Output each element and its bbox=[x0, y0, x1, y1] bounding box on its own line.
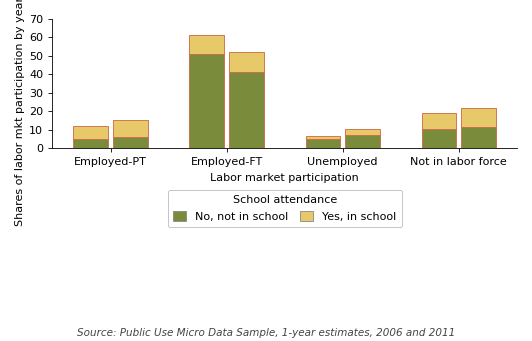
Bar bbox=[305, 139, 340, 148]
Bar bbox=[189, 35, 225, 54]
Text: Source: Public Use Micro Data Sample, 1-year estimates, 2006 and 2011: Source: Public Use Micro Data Sample, 1-… bbox=[77, 328, 455, 338]
Bar bbox=[421, 113, 456, 129]
Bar bbox=[73, 126, 108, 139]
Bar bbox=[229, 52, 264, 73]
Bar bbox=[73, 139, 108, 148]
Bar bbox=[461, 127, 496, 148]
Bar bbox=[345, 129, 380, 135]
Y-axis label: Shares of labor mkt participation by year (percent): Shares of labor mkt participation by yea… bbox=[15, 0, 25, 226]
Bar bbox=[305, 136, 340, 139]
Legend: No, not in school, Yes, in school: No, not in school, Yes, in school bbox=[168, 190, 402, 227]
Bar bbox=[461, 107, 496, 127]
Bar bbox=[345, 135, 380, 148]
Bar bbox=[113, 137, 148, 148]
Bar bbox=[229, 73, 264, 148]
X-axis label: Labor market participation: Labor market participation bbox=[210, 173, 359, 183]
Bar bbox=[421, 129, 456, 148]
Bar bbox=[189, 54, 225, 148]
Bar bbox=[113, 120, 148, 137]
